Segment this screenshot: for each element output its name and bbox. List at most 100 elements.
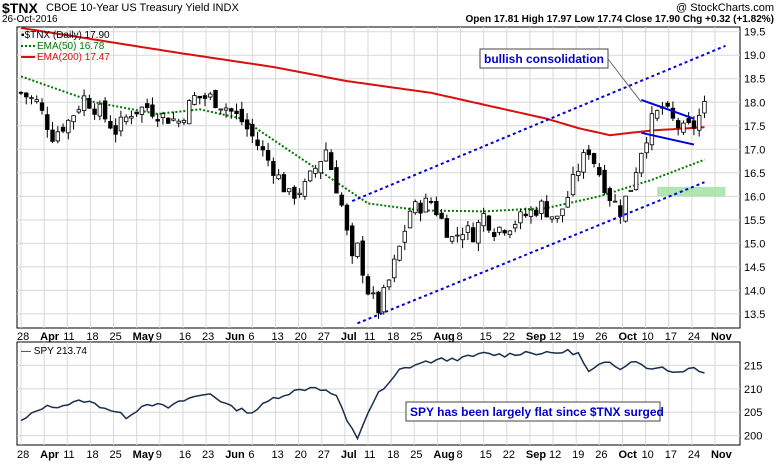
y-tick-label: 17.5 [744,121,765,133]
candle-body [402,230,407,243]
x-tick-label: 23 [202,331,214,343]
candle-body [223,107,229,111]
candle-body [50,129,55,142]
x-tick-label: 25 [410,331,422,343]
candle-body [444,218,450,238]
y-tick-label: 18.5 [744,74,765,86]
support-zone [657,186,726,197]
candle-body [544,201,549,218]
candle-body [297,192,302,195]
x-tick-label: Sep [526,331,546,343]
x-tick-label: 15 [480,449,492,461]
candle-body [644,142,649,154]
candle-body [639,152,644,174]
brand-watermark: @ StockCharts.com [676,2,774,14]
candle-body [449,236,455,242]
candle-body [234,110,239,115]
candle-body [344,204,350,231]
candle-body [665,102,670,107]
candle-body [318,161,323,174]
x-tick-label: 19 [572,449,584,461]
candle-body [123,116,129,123]
x-tick-label: Jul [341,331,357,343]
x-tick-label: 12 [549,449,561,461]
x-tick-label: 26 [595,331,607,343]
x-tick-label: Oct [618,331,637,343]
candle-body [171,118,176,121]
candle-body [413,201,418,214]
ohlc-readout: Open 17.81 High 17.97 Low 17.74 Close 17… [465,14,774,25]
x-tick-label: 24 [688,331,700,343]
candle-body [576,170,581,177]
candle-body [512,224,518,229]
x-tick-label: May [133,449,155,461]
x-tick-label: 25 [410,449,422,461]
candle-body [623,195,628,222]
candle-body [134,111,139,115]
candle-body [523,213,528,217]
candle-body [334,167,339,194]
x-tick-label: 18 [387,449,399,461]
x-tick-label: Nov [711,449,733,461]
y-tick-label: 16.5 [744,168,765,180]
candle-body [350,225,355,257]
candle-body [491,232,497,237]
candle-body [486,215,492,231]
candle-body [481,213,486,227]
ema50-line [20,75,705,213]
pennant-lower-line [641,131,695,146]
candle-body [618,205,623,217]
candle-body [286,188,292,193]
candle-body [71,115,76,123]
x-tick-label: 11 [63,331,74,343]
x-tick-label: Apr [40,449,60,461]
y-tick-label: 16.0 [744,191,765,203]
candle-body [407,210,413,229]
x-tick-label: 20 [295,449,307,461]
candle-body [39,102,45,111]
candle-body [302,181,308,197]
candle-body [29,97,34,100]
candle-body [465,225,471,233]
candle-body [476,221,481,244]
candle-body [381,287,386,313]
x-tick-label: 10 [642,449,654,461]
candle-body [97,103,103,117]
candle-body [250,123,255,137]
candle-body [239,108,245,123]
candle-body [470,227,476,243]
candle-body [534,209,539,216]
x-tick-label: 24 [688,449,700,461]
x-tick-label: 27 [318,449,330,461]
candle-body [581,152,586,173]
candle-body [696,114,702,131]
x-tick-label: 25 [110,449,122,461]
candle-body [55,131,61,142]
candle-body [229,108,234,112]
x-tick-label: 18 [387,331,399,343]
candle-body [549,216,555,220]
x-tick-label: 22 [503,449,515,461]
x-tick-label: Jun [225,449,245,461]
channel-lower-line [357,181,705,325]
candle-body [686,118,691,124]
candle-body [428,201,434,203]
candle-body [649,113,655,146]
candle-body [76,109,82,113]
candle-body [144,103,150,109]
x-tick-label: May [133,331,155,343]
candle-body [397,245,402,261]
candle-body [365,276,371,295]
x-tick-label: 19 [572,331,584,343]
candle-body [654,110,660,119]
candle-body [150,104,155,117]
candle-body [339,194,344,206]
x-tick-label: 28 [17,449,29,461]
candle-body [371,292,376,295]
callout-box [479,48,609,69]
x-tick-label: Sep [526,449,546,461]
candle-body [328,152,334,171]
x-tick-label: 13 [271,331,283,343]
chart-date: 26-Oct-2016 [2,14,58,25]
ema200-line [20,26,705,137]
